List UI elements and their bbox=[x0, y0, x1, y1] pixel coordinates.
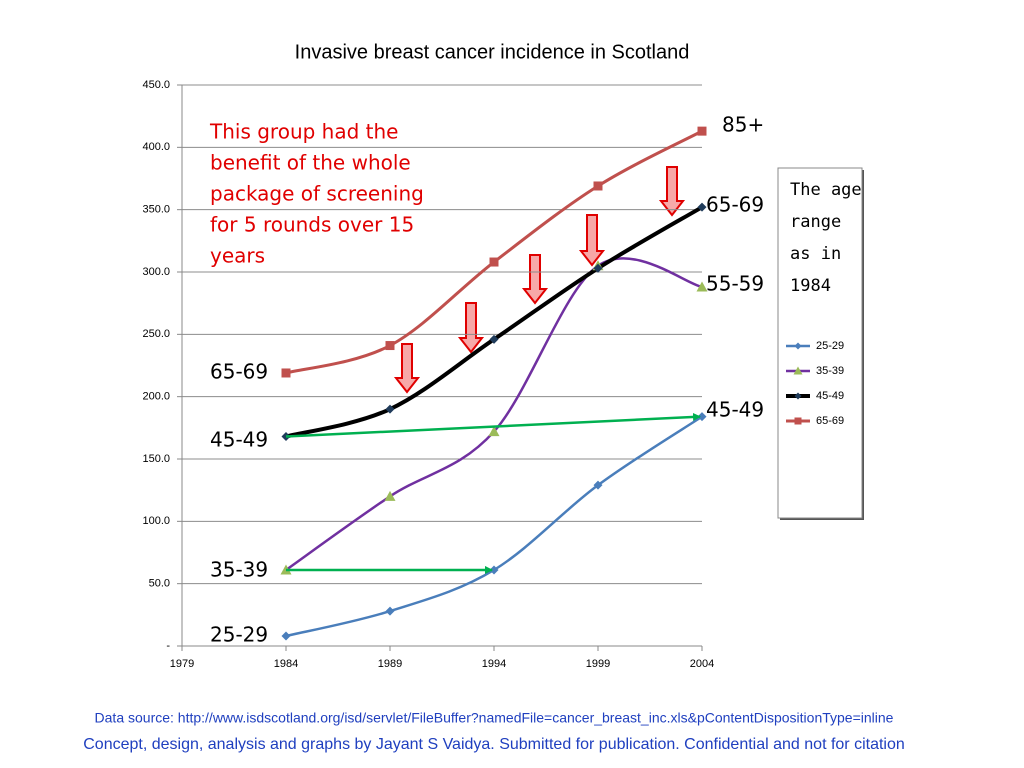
legend-frame bbox=[777, 167, 863, 519]
x-tick-label: 1979 bbox=[170, 658, 194, 670]
marker bbox=[281, 631, 291, 641]
left-label: 25-29 bbox=[210, 623, 268, 647]
footer-source: Data source: http://www.isdscotland.org/… bbox=[95, 710, 894, 726]
left-label: 35-39 bbox=[210, 558, 268, 582]
marker bbox=[696, 281, 708, 292]
red-arrow bbox=[658, 166, 686, 217]
y-tick-label: 200.0 bbox=[142, 391, 170, 403]
marker bbox=[794, 392, 802, 400]
annotation-line: benefit of the whole bbox=[210, 151, 411, 175]
marker bbox=[794, 342, 802, 350]
annotation-line: This group had the bbox=[209, 120, 398, 144]
marker bbox=[794, 417, 802, 425]
right-label: 65-69 bbox=[706, 193, 764, 217]
y-tick-label: 100.0 bbox=[142, 515, 170, 527]
legend-label: 45-49 bbox=[816, 390, 844, 402]
marker bbox=[489, 334, 499, 344]
annotation-line: package of screening bbox=[210, 182, 424, 206]
y-tick-label: 450.0 bbox=[142, 79, 170, 91]
chart-title: Invasive breast cancer incidence in Scot… bbox=[295, 41, 690, 63]
marker bbox=[697, 202, 707, 212]
x-tick-label: 1984 bbox=[274, 658, 298, 670]
legend-title: The age bbox=[790, 180, 862, 200]
x-tick-label: 1994 bbox=[482, 658, 506, 670]
red-arrow bbox=[457, 302, 485, 354]
x-tick-label: 2004 bbox=[690, 658, 714, 670]
right-label: 45-49 bbox=[706, 398, 764, 422]
marker bbox=[593, 263, 603, 273]
annotation-line: for 5 rounds over 15 bbox=[210, 213, 414, 237]
cohort-arrow bbox=[285, 412, 701, 438]
marker bbox=[384, 490, 396, 501]
legend-label: 65-69 bbox=[816, 415, 844, 427]
series-line bbox=[285, 205, 704, 439]
y-tick-label: 150.0 bbox=[142, 453, 170, 465]
legend-title: range bbox=[790, 212, 841, 232]
legend-title: 1984 bbox=[790, 276, 831, 296]
series-line bbox=[285, 257, 703, 571]
marker bbox=[385, 404, 395, 414]
marker bbox=[489, 257, 499, 267]
x-tick-label: 1989 bbox=[378, 658, 402, 670]
y-tick-label: 350.0 bbox=[142, 204, 170, 216]
marker bbox=[488, 426, 500, 437]
right-label: 85+ bbox=[722, 113, 764, 137]
right-label: 55-59 bbox=[706, 272, 764, 296]
marker bbox=[281, 368, 291, 378]
marker bbox=[793, 366, 803, 375]
marker bbox=[385, 606, 395, 616]
x-tick-label: 1999 bbox=[586, 658, 610, 670]
marker bbox=[593, 181, 603, 191]
red-arrows bbox=[393, 166, 686, 394]
left-label: 65-69 bbox=[210, 360, 268, 384]
legend-box bbox=[777, 167, 864, 520]
left-label: 45-49 bbox=[210, 428, 268, 452]
y-tick-label: 300.0 bbox=[142, 266, 170, 278]
marker bbox=[697, 126, 707, 136]
footer-credit: Concept, design, analysis and graphs by … bbox=[83, 736, 905, 753]
red-arrow bbox=[578, 214, 606, 267]
annotation-line: years bbox=[210, 244, 265, 268]
y-tick-label: 400.0 bbox=[142, 141, 170, 153]
marker bbox=[385, 341, 395, 351]
red-arrow bbox=[521, 254, 549, 305]
legend-title: as in bbox=[790, 244, 841, 264]
red-arrow bbox=[393, 343, 421, 394]
y-tick-label: - bbox=[166, 640, 170, 652]
legend-label: 35-39 bbox=[816, 365, 844, 377]
marker bbox=[593, 480, 603, 490]
legend-label: 25-29 bbox=[816, 340, 844, 352]
y-tick-label: 250.0 bbox=[142, 328, 170, 340]
y-tick-label: 50.0 bbox=[149, 578, 170, 590]
